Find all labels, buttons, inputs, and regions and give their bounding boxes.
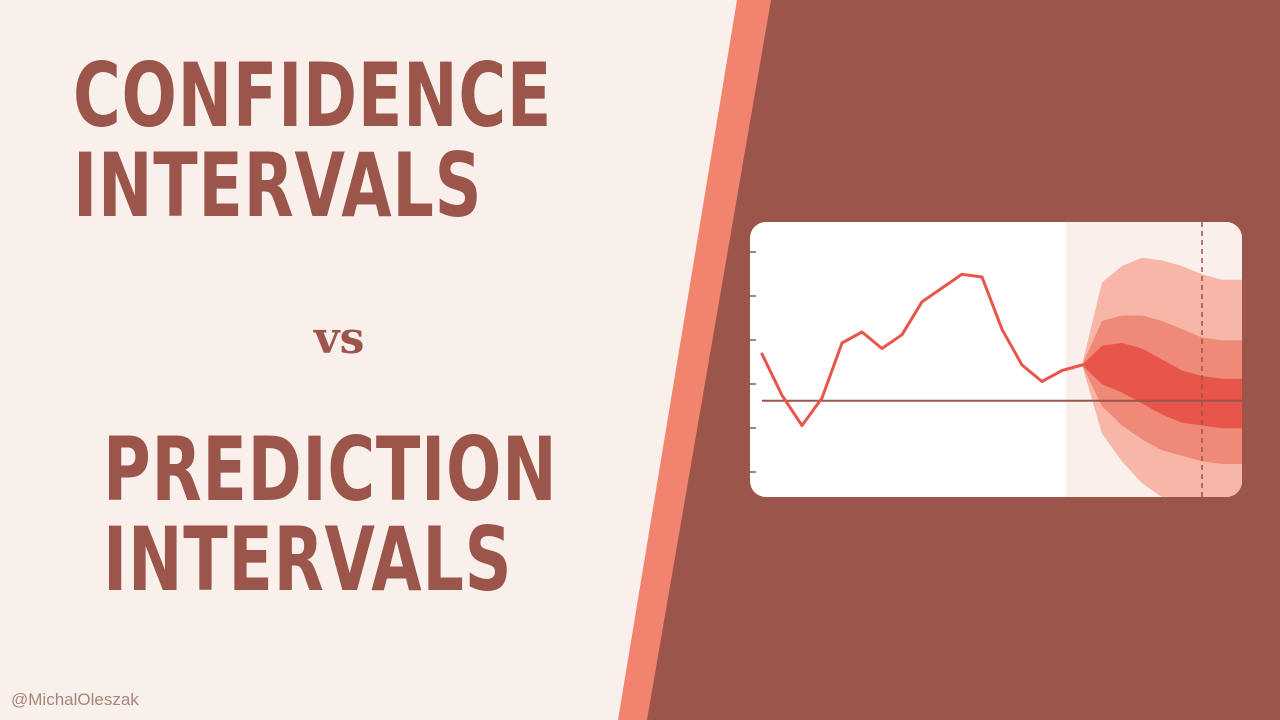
author-handle: @MichalOleszak	[11, 690, 139, 709]
versus-label: vs	[314, 313, 365, 364]
title-confidence-intervals: CONFIDENCE INTERVALS	[73, 52, 720, 232]
title-top-line-2: INTERVALS	[73, 134, 483, 237]
title-top-line-1: CONFIDENCE	[73, 44, 553, 147]
title-bottom-line-1: PREDICTION	[103, 418, 558, 521]
forecast-chart-card	[750, 222, 1242, 497]
title-prediction-intervals: PREDICTION INTERVALS	[103, 426, 717, 606]
observed-series-line	[760, 272, 1084, 427]
forecast-chart	[750, 222, 1242, 497]
title-bottom-line-2: INTERVALS	[103, 508, 513, 611]
